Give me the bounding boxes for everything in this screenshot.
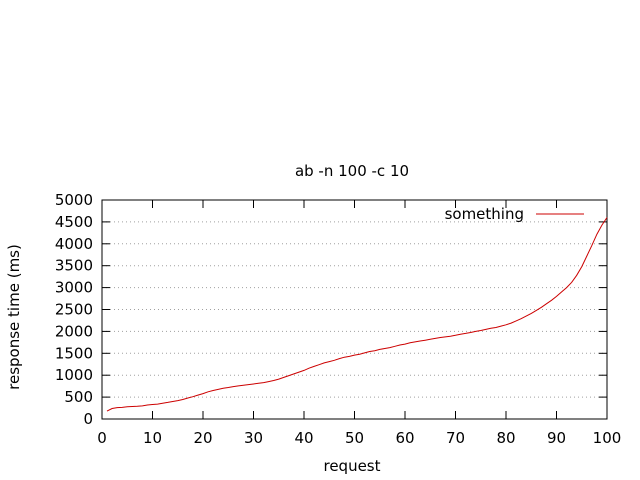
y-tick-label: 3000 [55,279,93,297]
y-tick-label: 500 [64,388,93,406]
y-tick-label: 0 [83,410,93,428]
x-tick-label: 40 [294,429,313,447]
y-tick-label: 2000 [55,322,93,340]
y-tick-label: 3500 [55,257,93,275]
y-tick-label: 4000 [55,235,93,253]
y-tick-label: 5000 [55,191,93,209]
legend-label: something [445,205,524,223]
x-tick-label: 50 [345,429,364,447]
y-tick-label: 4500 [55,213,93,231]
series-line-something [106,217,608,412]
y-tick-label: 2500 [55,301,93,319]
x-tick-label: 30 [244,429,263,447]
x-tick-label: 100 [593,429,622,447]
x-tick-label: 70 [446,429,465,447]
gridlines [102,221,607,398]
legend: something [445,205,584,223]
x-axis-ticks: 0 10 20 30 40 50 60 70 80 90 100 [97,200,621,447]
series-group [106,217,608,412]
y-tick-label: 1500 [55,344,93,362]
x-tick-label: 10 [143,429,162,447]
y-tick-label: 1000 [55,366,93,384]
x-tick-label: 80 [496,429,515,447]
y-axis-ticks: 0 500 1000 1500 2000 2500 3000 3500 4000 4500 5000 [55,191,607,428]
y-axis-label: response time (ms) [5,244,23,390]
x-tick-label: 60 [395,429,414,447]
x-axis-label: request [323,457,380,475]
x-tick-label: 0 [97,429,107,447]
x-tick-label: 90 [547,429,566,447]
chart-title: ab -n 100 -c 10 [295,162,409,180]
x-tick-label: 20 [193,429,212,447]
